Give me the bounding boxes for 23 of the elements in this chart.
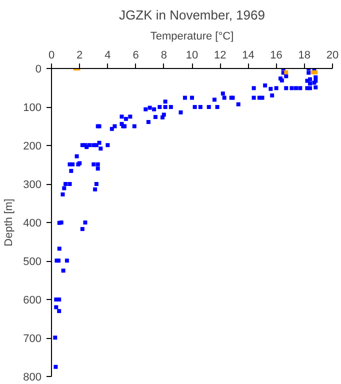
chart-title: JGZK in November, 1969	[119, 8, 265, 22]
y-tick-label: 400	[23, 218, 42, 230]
y-tick-label: 200	[23, 140, 42, 152]
y-tick-label: 700	[23, 333, 42, 345]
y-tick-label: 0	[35, 64, 42, 76]
y-tick-label: 600	[23, 294, 42, 306]
x-tick-label: 2	[76, 50, 83, 62]
x-tick-label: 12	[214, 50, 226, 62]
x-tick-label: 4	[104, 50, 111, 62]
x-tick-label: 8	[160, 50, 167, 62]
x-axis-title: Temperature [°C]	[150, 30, 234, 42]
x-tick-label: 14	[242, 50, 254, 62]
y-tick-label: 100	[23, 102, 42, 114]
y-tick-label: 300	[23, 179, 42, 191]
x-tick-label: 10	[186, 50, 198, 62]
y-axis-title: Depth [m]	[3, 198, 16, 246]
y-tick-label: 500	[23, 256, 42, 268]
x-tick-label: 16	[270, 50, 282, 62]
x-tick-label: 18	[298, 50, 311, 62]
x-tick-label: 6	[132, 50, 139, 62]
x-tick-label: 20	[326, 50, 339, 62]
x-tick-label: 0	[48, 50, 55, 62]
y-tick-label: 800	[23, 372, 42, 384]
